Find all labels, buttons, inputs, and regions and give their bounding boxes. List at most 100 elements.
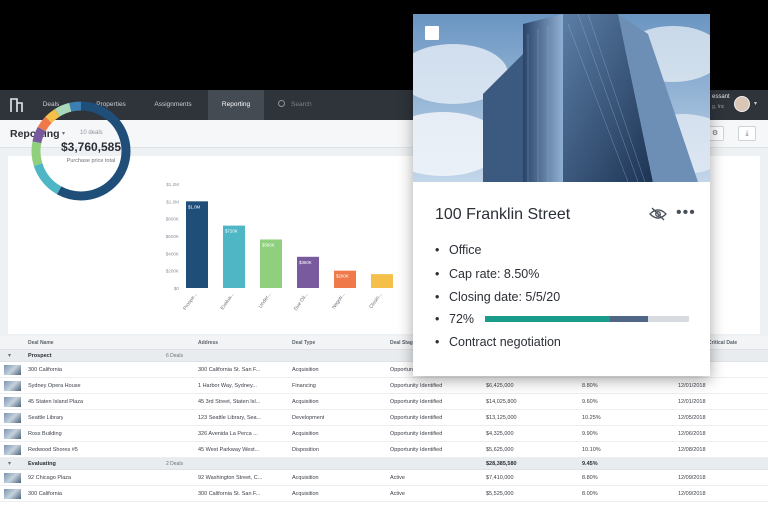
- cell-date: 12/01/2018: [678, 399, 706, 405]
- cell-date: 12/05/2018: [678, 415, 706, 421]
- deal-progress-bar: [485, 316, 689, 322]
- column-header[interactable]: Deal Stage: [390, 340, 416, 346]
- cell-type: Development: [292, 415, 325, 421]
- hide-icon[interactable]: [649, 207, 667, 221]
- property-thumbnail: [4, 489, 21, 499]
- column-header[interactable]: Deal Type: [292, 340, 316, 346]
- y-tick-label: $400K: [166, 251, 180, 256]
- bar-value-label: $1.0M: [188, 204, 201, 209]
- donut-segment[interactable]: [31, 101, 131, 201]
- cell-type: Acquisition: [292, 367, 319, 373]
- x-category-label: Under...: [258, 292, 273, 310]
- table-row[interactable]: Sydney Opera House 1 Harbor Way, Sydney..…: [0, 378, 768, 394]
- x-category-label: Closin...: [368, 292, 383, 310]
- column-header[interactable]: Critical Date: [708, 340, 738, 346]
- bar[interactable]: [371, 274, 393, 288]
- group-total-rate: 9.45%: [582, 461, 598, 467]
- tab-properties[interactable]: Properties: [96, 101, 126, 108]
- bar-value-label: $560K: [262, 242, 275, 247]
- chevron-down-icon[interactable]: ▾: [8, 353, 12, 359]
- download-button[interactable]: ⤓: [738, 126, 756, 141]
- cell-type: Acquisition: [292, 491, 319, 497]
- cell-stage: Opportunity Identified: [390, 431, 443, 437]
- cell-stage: Opportunity Identified: [390, 399, 443, 405]
- cell-price: $4,325,000: [486, 431, 514, 437]
- cell-rate: 8.00%: [582, 491, 598, 497]
- y-tick-label: $800K: [166, 217, 180, 222]
- tab-deals[interactable]: Deals: [42, 101, 60, 108]
- cell-address: 45 3rd Street, Staten Isl...: [198, 399, 261, 405]
- cell-address: 92 Washington Street, C...: [198, 475, 263, 481]
- table-row[interactable]: Ross Building 326 Avenida La Perca ... Acq…: [0, 426, 768, 442]
- chevron-down-icon[interactable]: ▾: [62, 131, 66, 137]
- y-tick-label: $600K: [166, 234, 180, 239]
- cell-rate: 10.10%: [582, 447, 601, 453]
- group-name: Evaluating: [28, 461, 56, 467]
- property-thumbnail: [4, 365, 21, 375]
- property-thumbnail: [4, 473, 21, 483]
- property-type: Office: [435, 243, 481, 257]
- y-tick-label: $200K: [166, 269, 180, 274]
- table-row[interactable]: 45 Staten Island Plaza 45 3rd Street, Sta…: [0, 394, 768, 410]
- cell-stage: Opportunity Identified: [390, 415, 443, 421]
- closing-date: Closing date: 5/5/20: [435, 290, 560, 304]
- cell-name: 300 California: [28, 367, 62, 373]
- table-row[interactable]: 92 Chicago Plaza 92 Washington Street, C.…: [0, 470, 768, 486]
- property-thumbnail: [4, 397, 21, 407]
- bar[interactable]: [223, 225, 245, 288]
- group-total-price: $28,385,580: [486, 461, 517, 467]
- search-box[interactable]: Search: [278, 90, 312, 120]
- cell-name: Seattle Library: [28, 415, 64, 421]
- tab-reporting[interactable]: Reporting: [208, 90, 264, 120]
- cell-stage: Opportunity Identified: [390, 447, 443, 453]
- cell-name: Sydney Opera House: [28, 383, 81, 389]
- avatar[interactable]: [734, 96, 750, 112]
- bar[interactable]: [186, 201, 208, 288]
- group-row[interactable]: ▾ Evaluating 2 Deals $28,385,580 9.45%: [0, 458, 768, 470]
- property-card[interactable]: 100 Franklin Street ••• Office Cap rate:…: [413, 14, 710, 376]
- cell-name: 92 Chicago Plaza: [28, 475, 72, 481]
- table-row[interactable]: 300 California 300 California St. San F..…: [0, 486, 768, 502]
- property-thumbnail: [4, 413, 21, 423]
- purchase-price-donut: [31, 101, 131, 201]
- group-count: 6 Deals: [166, 353, 183, 359]
- tab-assignments[interactable]: Assignments: [154, 101, 192, 108]
- x-category-label: Evalua...: [220, 292, 236, 311]
- gear-icon: ⚙: [711, 130, 719, 137]
- more-icon[interactable]: •••: [676, 204, 696, 221]
- donut-segment[interactable]: [31, 101, 131, 201]
- cell-price: $6,425,000: [486, 383, 514, 389]
- select-checkbox[interactable]: [425, 26, 439, 40]
- bar-value-label: $200K: [336, 274, 349, 279]
- column-header[interactable]: Deal Name: [28, 340, 54, 346]
- cell-rate: 9.60%: [582, 399, 598, 405]
- column-header[interactable]: Address: [198, 340, 219, 346]
- cell-type: Acquisition: [292, 431, 319, 437]
- cell-date: 12/09/2018: [678, 475, 706, 481]
- app-logo-icon[interactable]: [8, 96, 25, 113]
- cell-price: $13,125,000: [486, 415, 517, 421]
- table-row[interactable]: Seattle Library 123 Seattle Library, Sea.…: [0, 410, 768, 426]
- chevron-down-icon[interactable]: ▾: [8, 461, 12, 467]
- bar[interactable]: [334, 270, 356, 288]
- y-tick-label: $0: [174, 286, 180, 291]
- cell-stage: Active: [390, 491, 405, 497]
- cell-name: Redwood Shores #5: [28, 447, 78, 453]
- cell-date: 12/06/2018: [678, 431, 706, 437]
- property-thumbnail: [4, 381, 21, 391]
- card-title: 100 Franklin Street: [435, 206, 571, 223]
- cell-type: Disposition: [292, 447, 319, 453]
- cell-price: $7,410,000: [486, 475, 514, 481]
- deal-count: 10 deals: [80, 130, 103, 136]
- cell-price: $5,625,000: [486, 447, 514, 453]
- bar[interactable]: [297, 256, 319, 288]
- y-tick-label: $1.0M: [166, 199, 179, 204]
- table-row[interactable]: Redwood Shores #5 45 West Parkway West...…: [0, 442, 768, 458]
- cell-address: 1 Harbor Way, Sydney...: [198, 383, 257, 389]
- cap-rate: Cap rate: 8.50%: [435, 267, 539, 281]
- x-category-label: Due Dil...: [293, 292, 310, 312]
- bar[interactable]: [260, 239, 282, 288]
- user-name: essant: [712, 94, 730, 100]
- chevron-down-icon[interactable]: ▾: [754, 101, 758, 107]
- cell-address: 300 California St. San F...: [198, 367, 261, 373]
